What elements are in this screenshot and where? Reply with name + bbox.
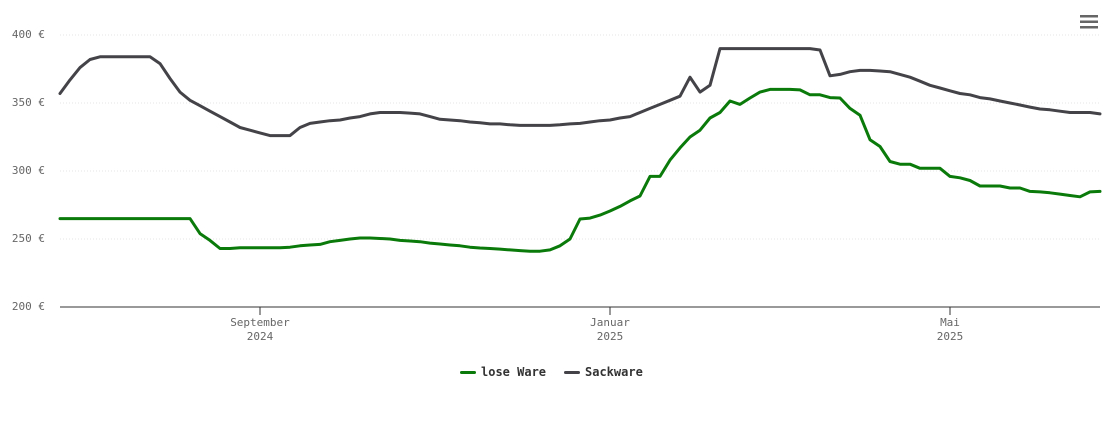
y-tick-label: 400 € — [12, 28, 45, 41]
legend-swatch — [460, 370, 476, 374]
y-tick-label: 250 € — [12, 232, 45, 245]
y-tick-label: 300 € — [12, 164, 45, 177]
legend-label: Sackware — [585, 365, 643, 379]
x-tick-label: September 2024 — [230, 316, 290, 343]
menu-bar — [1080, 15, 1098, 18]
x-tick-label: Mai 2025 — [936, 316, 964, 343]
series-line — [58, 47, 1102, 138]
y-tick-label: 350 € — [12, 96, 45, 109]
legend-item: Sackware — [564, 365, 643, 379]
menu-bar — [1080, 20, 1098, 23]
y-tick-label: 200 € — [12, 300, 45, 313]
legend-item: lose Ware — [460, 365, 546, 379]
series-line — [58, 87, 1102, 253]
legend-swatch — [564, 370, 580, 374]
legend-label: lose Ware — [481, 365, 547, 379]
menu-icon[interactable] — [1080, 15, 1098, 29]
menu-bar — [1080, 26, 1098, 29]
x-tick-label: Januar 2025 — [590, 316, 630, 343]
